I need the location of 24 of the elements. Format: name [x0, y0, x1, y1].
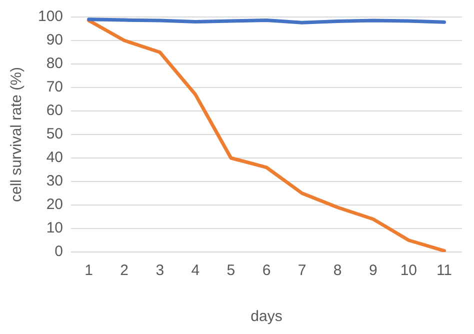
x-tick-label: 2	[120, 262, 129, 280]
x-tick-label: 7	[298, 262, 306, 280]
y-tick-label: 80	[46, 55, 64, 72]
y-tick-label: 100	[38, 8, 64, 26]
y-tick-label: 90	[46, 32, 64, 49]
x-axis-title: days	[250, 308, 282, 326]
x-tick-label: 6	[262, 262, 271, 280]
y-tick-label: 10	[46, 220, 64, 237]
x-tick-label: 4	[191, 262, 200, 280]
y-tick-label: 50	[46, 126, 64, 143]
y-axis-title: cell survival rate (%)	[8, 66, 26, 202]
y-tick-label: 40	[46, 149, 64, 166]
x-tick-label: 5	[226, 262, 236, 280]
x-tick-label: 3	[156, 262, 164, 280]
x-tick-label: 11	[436, 262, 452, 280]
x-tick-label: 10	[400, 262, 418, 280]
y-tick-label: 30	[46, 172, 64, 190]
y-tick-label: 60	[46, 102, 64, 120]
x-tick-label: 1	[84, 262, 93, 280]
y-tick-label: 20	[46, 196, 64, 214]
x-tick-label: 9	[368, 262, 378, 280]
y-tick-label: 70	[46, 78, 64, 96]
y-tick-label: 0	[54, 243, 64, 260]
x-tick-label: 8	[333, 262, 342, 280]
